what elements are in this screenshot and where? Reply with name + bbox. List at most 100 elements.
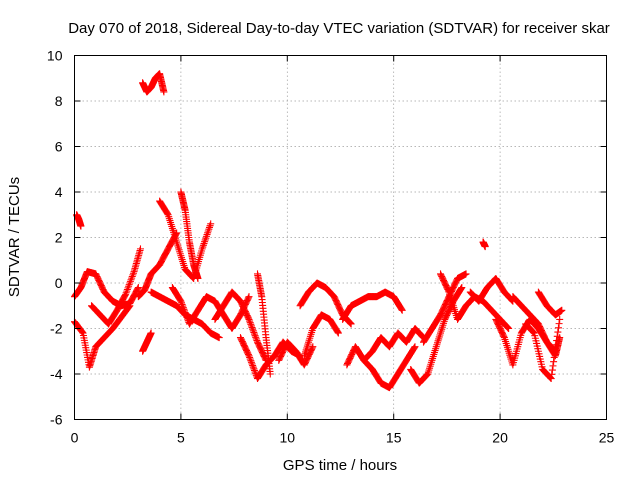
y-tick-label: 4 xyxy=(55,184,63,200)
data-point xyxy=(147,329,155,337)
series-arc-2 xyxy=(73,211,85,230)
data-point xyxy=(251,368,259,376)
data-point xyxy=(206,222,214,230)
y-tick-label: -2 xyxy=(50,321,63,337)
y-tick-label: 10 xyxy=(47,48,63,64)
data-point xyxy=(129,269,137,277)
data-point xyxy=(123,287,131,295)
data-point xyxy=(181,307,189,315)
series-arc-11 xyxy=(168,284,253,332)
data-point xyxy=(202,232,210,240)
data-point xyxy=(244,314,252,322)
data-point xyxy=(334,329,342,337)
data-point xyxy=(444,287,452,295)
data-point xyxy=(179,304,187,312)
data-point xyxy=(160,88,168,96)
series-arc-28 xyxy=(522,315,564,383)
data-point xyxy=(552,341,560,349)
data-point xyxy=(505,325,513,332)
data-point xyxy=(245,352,253,360)
series-arc-4 xyxy=(88,245,144,328)
data-point xyxy=(199,241,207,249)
data-point xyxy=(347,320,355,328)
data-point xyxy=(346,319,354,327)
series-arc-18 xyxy=(339,288,406,323)
data-point xyxy=(556,315,564,323)
data-point xyxy=(78,327,86,335)
y-axis-tick-labels: -6 -4 -2 0 2 4 6 8 10 xyxy=(47,48,63,428)
data-point xyxy=(555,320,563,328)
data-point xyxy=(127,276,135,284)
data-point xyxy=(252,333,260,341)
data-point xyxy=(136,245,144,253)
data-point xyxy=(123,286,131,293)
data-point xyxy=(164,210,172,218)
data-point xyxy=(78,328,86,336)
data-point xyxy=(347,319,355,327)
data-point xyxy=(252,335,260,343)
data-point xyxy=(462,270,470,278)
x-tick-label: 20 xyxy=(492,430,508,446)
data-point xyxy=(246,317,254,325)
data-point xyxy=(411,343,419,351)
data-point xyxy=(128,274,136,282)
series-arc-3 xyxy=(71,302,134,371)
data-point xyxy=(554,324,562,332)
data-point xyxy=(202,234,210,242)
data-point xyxy=(125,303,133,311)
data-point xyxy=(500,332,508,340)
data-point xyxy=(558,306,566,314)
data-point xyxy=(246,353,254,361)
y-tick-label: -4 xyxy=(50,366,63,382)
series-arc-29 xyxy=(534,288,566,319)
y-tick-label: 0 xyxy=(55,275,63,291)
data-point xyxy=(249,327,257,335)
series-arc-8 xyxy=(156,197,215,282)
series-arc-9 xyxy=(177,188,202,282)
series-arc-22 xyxy=(419,270,470,346)
axis-ticks xyxy=(74,55,607,420)
data-point xyxy=(126,279,134,287)
data-point xyxy=(245,293,253,301)
series-arc-7 xyxy=(139,329,155,355)
data-point xyxy=(246,319,254,327)
data-point xyxy=(178,299,186,307)
data-point xyxy=(182,310,190,318)
data-point xyxy=(503,323,511,331)
data-point xyxy=(134,284,142,292)
series-arc-21 xyxy=(407,284,466,387)
data-point xyxy=(504,324,512,332)
data-point xyxy=(551,349,559,357)
data-point xyxy=(126,302,134,310)
data-point xyxy=(547,374,555,382)
data-point xyxy=(77,222,85,230)
data-point xyxy=(553,332,561,340)
series-arc-19 xyxy=(343,325,427,369)
data-point xyxy=(249,363,257,371)
data-point xyxy=(250,328,258,336)
data-point xyxy=(182,312,190,320)
data-point xyxy=(250,365,258,373)
data-point xyxy=(125,303,133,311)
data-point xyxy=(177,297,185,305)
data-point xyxy=(249,325,257,333)
series-arc-15 xyxy=(275,338,317,369)
x-axis-title: GPS time / hours xyxy=(283,457,397,474)
data-point xyxy=(129,271,137,279)
data-point xyxy=(548,366,556,374)
data-point xyxy=(551,345,559,353)
data-point xyxy=(548,370,556,378)
data-point xyxy=(250,366,258,374)
data-point xyxy=(199,243,207,251)
series-arc-17 xyxy=(300,311,342,360)
data-point xyxy=(204,227,212,235)
series-arc-1 xyxy=(71,268,142,310)
data-point xyxy=(125,282,133,290)
data-point xyxy=(245,315,253,323)
x-axis-tick-labels: 0 5 10 15 20 25 xyxy=(71,430,615,446)
y-axis-title: SDTVAR / TECUs xyxy=(6,177,23,297)
data-point xyxy=(248,324,256,332)
x-tick-label: 25 xyxy=(599,430,615,446)
data-point xyxy=(247,322,255,330)
data-point xyxy=(550,353,558,361)
